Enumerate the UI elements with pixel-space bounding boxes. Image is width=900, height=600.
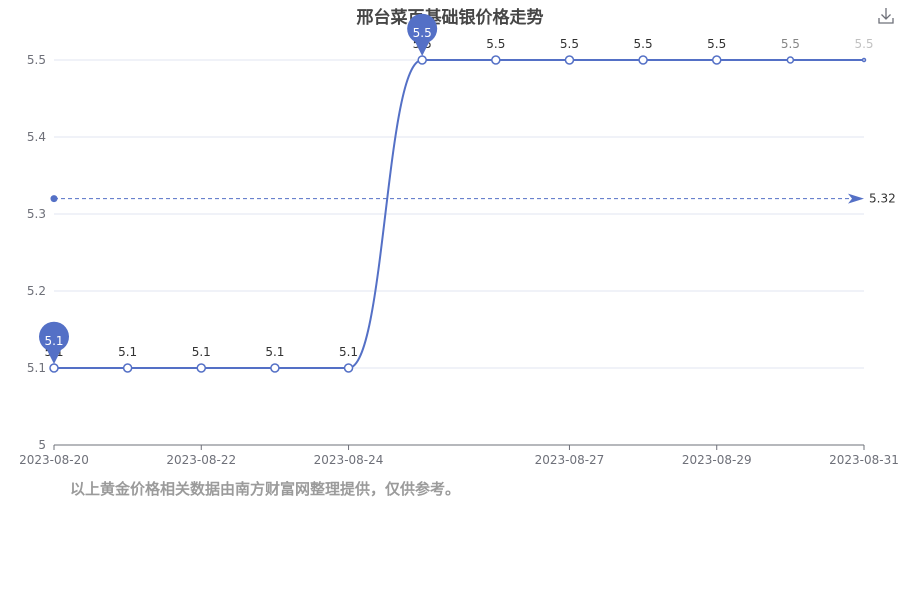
mark-point-shape [407,13,438,56]
mark-line-arrow [848,193,864,204]
data-point [491,55,501,65]
footnote: 以上黄金价格相关数据由南方财富网整理提供，仅供参考。 [70,480,461,498]
x-tick-label: 2023-08-22 [166,453,236,467]
data-point [49,363,59,373]
data-point [786,56,795,64]
data-label: 5.1 [192,345,211,359]
data-label: 5.5 [707,37,726,51]
x-tick-label: 2023-08-24 [314,453,384,467]
data-point [564,55,575,65]
y-tick-label: 5.4 [27,130,46,144]
data-label: 5.5 [854,37,873,51]
y-tick-label: 5.5 [27,53,46,67]
data-label: 5.1 [118,345,137,359]
data-point [343,363,354,373]
y-tick-label: 5.1 [27,361,46,375]
y-tick-label: 5 [38,438,46,452]
x-tick-label: 2023-08-29 [682,453,752,467]
data-point [270,363,280,373]
mark-point-pin: 5.1 [39,321,70,364]
y-tick-label: 5.2 [27,284,46,298]
data-point [417,55,427,65]
chart-title: 邢台菜百基础银价格走势 [356,8,544,28]
data-point [711,55,722,65]
mark-point-label: 5.5 [413,26,432,40]
mark-line-label: 5.32 [869,192,896,206]
x-tick-label: 2023-08-20 [19,453,89,467]
data-label: 5.5 [560,37,579,51]
x-tick-label: 2023-08-31 [829,453,899,467]
mark-point-pin: 5.5 [407,13,438,56]
download-icon[interactable] [876,6,896,26]
data-point [861,57,867,63]
data-point [122,363,133,373]
data-point [196,363,207,373]
data-label: 5.5 [486,37,505,51]
data-label: 5.1 [265,345,284,359]
mark-point-shape [39,321,70,364]
data-label: 5.1 [339,345,358,359]
mark-point-label: 5.1 [44,334,63,348]
data-label: 5.5 [634,37,653,51]
data-label: 5.5 [781,37,800,51]
y-tick-label: 5.3 [27,207,46,221]
data-point [638,55,648,65]
x-tick-label: 2023-08-27 [535,453,605,467]
